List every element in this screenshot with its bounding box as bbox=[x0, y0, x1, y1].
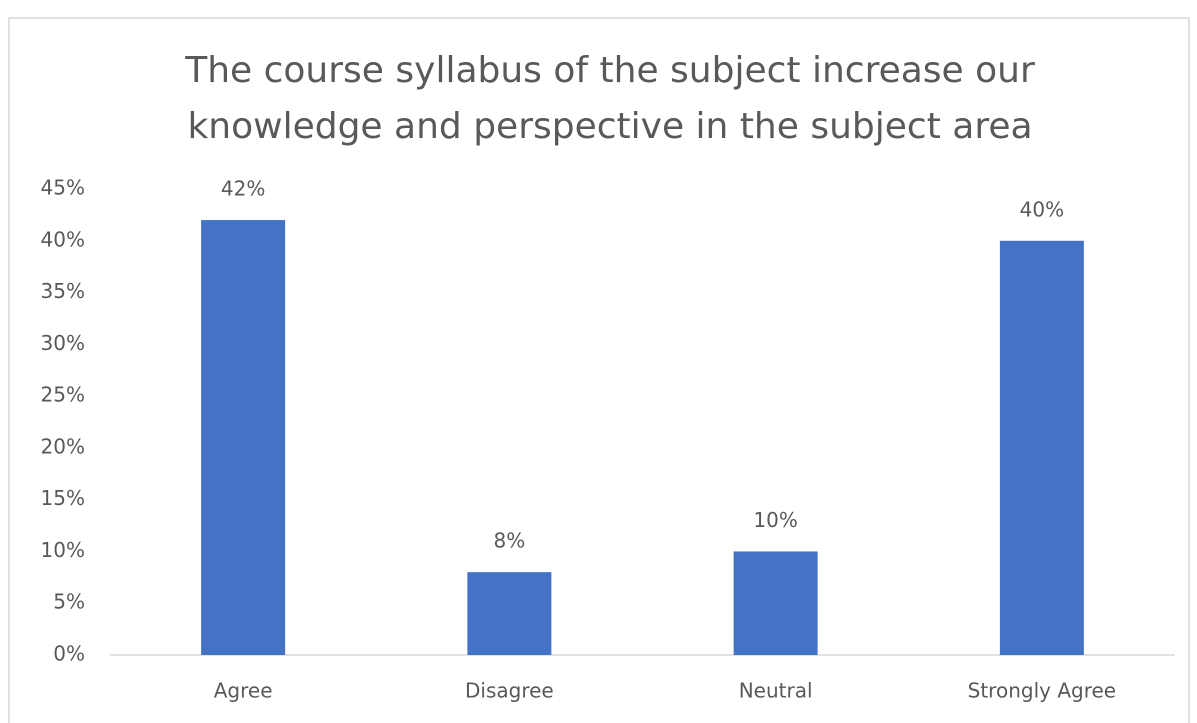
y-tick-label: 15% bbox=[41, 486, 85, 510]
x-tick-label: Strongly Agree bbox=[968, 679, 1116, 703]
x-tick-label: Agree bbox=[214, 679, 273, 703]
y-tick-label: 35% bbox=[41, 279, 85, 303]
bar bbox=[999, 240, 1084, 655]
data-label: 10% bbox=[753, 508, 797, 532]
y-tick-label: 30% bbox=[41, 331, 85, 355]
bar bbox=[467, 572, 552, 655]
y-tick-label: 5% bbox=[53, 590, 85, 614]
bar bbox=[733, 551, 818, 655]
y-tick-label: 40% bbox=[41, 227, 85, 251]
bar bbox=[201, 220, 286, 656]
chart-title: The course syllabus of the subject incre… bbox=[184, 50, 1035, 91]
y-tick-label: 25% bbox=[41, 383, 85, 407]
chart-title: knowledge and perspective in the subject… bbox=[187, 106, 1032, 147]
data-label: 42% bbox=[221, 177, 265, 201]
y-tick-label: 10% bbox=[41, 538, 85, 562]
x-tick-label: Neutral bbox=[739, 679, 813, 703]
data-label: 40% bbox=[1020, 197, 1064, 221]
data-label: 8% bbox=[494, 529, 526, 553]
y-tick-label: 20% bbox=[41, 434, 85, 458]
y-tick-label: 0% bbox=[53, 642, 85, 666]
y-tick-label: 45% bbox=[41, 176, 85, 200]
x-tick-label: Disagree bbox=[465, 679, 554, 703]
